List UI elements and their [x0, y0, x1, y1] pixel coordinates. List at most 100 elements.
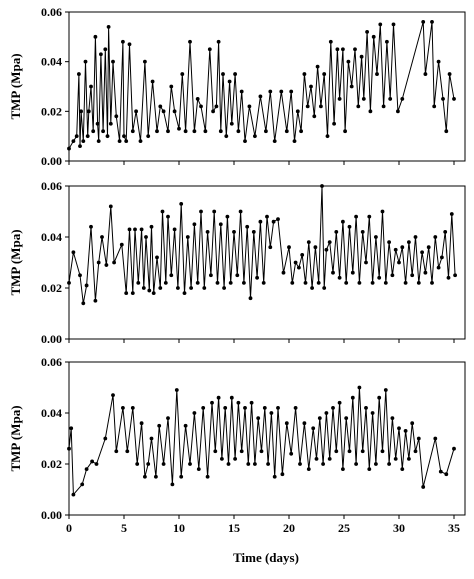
data-point: [397, 426, 401, 431]
data-point: [289, 451, 294, 456]
data-point: [393, 457, 398, 461]
data-point: [290, 281, 295, 285]
data-point: [341, 47, 345, 52]
data-point: [374, 462, 378, 466]
data-point: [127, 42, 132, 47]
data-point: [177, 126, 181, 131]
data-point: [239, 449, 244, 454]
data-point: [305, 104, 310, 109]
data-point: [216, 395, 221, 400]
data-point: [279, 89, 284, 94]
data-point: [407, 240, 411, 245]
data-point: [332, 121, 336, 126]
data-point: [253, 134, 257, 139]
data-point: [316, 281, 321, 285]
x-tick-label: 15: [228, 521, 240, 535]
data-point: [227, 79, 232, 84]
data-point: [143, 59, 147, 64]
y-tick-label: 0.04: [41, 55, 62, 69]
data-point: [360, 230, 365, 234]
data-point: [374, 235, 378, 239]
data-point: [371, 34, 376, 39]
data-point: [166, 214, 170, 219]
data-point: [199, 104, 203, 109]
x-tick-label: 25: [338, 521, 350, 535]
data-point: [381, 104, 386, 109]
data-point: [327, 240, 332, 245]
data-point: [258, 219, 263, 224]
data-point: [69, 426, 74, 431]
data-point: [104, 263, 109, 267]
data-point: [331, 406, 335, 410]
data-point: [306, 240, 311, 245]
data-point: [195, 97, 200, 101]
data-point: [143, 474, 147, 479]
data-point: [100, 235, 104, 239]
data-point: [347, 449, 352, 454]
data-point: [205, 474, 210, 479]
data-point: [357, 385, 362, 390]
data-point: [185, 235, 190, 239]
data-point: [182, 291, 187, 295]
data-point: [226, 462, 231, 466]
data-point: [407, 457, 411, 461]
data-point: [183, 129, 188, 134]
y-tick-label: 0.02: [41, 457, 62, 471]
data-point: [67, 446, 71, 451]
data-point: [452, 446, 456, 451]
data-point: [79, 109, 83, 114]
data-point: [357, 281, 362, 285]
data-point: [83, 59, 88, 64]
data-point: [166, 129, 170, 134]
x-tick-label: 35: [448, 521, 460, 535]
data-point: [293, 260, 298, 265]
data-point: [139, 227, 144, 232]
y-axis-label: TMP (Mpa): [8, 53, 23, 119]
data-point: [367, 467, 372, 471]
data-point: [211, 109, 216, 114]
data-point: [370, 411, 375, 415]
data-point: [335, 47, 340, 52]
data-point: [157, 423, 162, 428]
data-point: [85, 134, 90, 139]
data-point: [236, 400, 241, 405]
data-point: [410, 421, 415, 426]
data-point: [306, 467, 311, 471]
data-point: [303, 281, 308, 285]
data-point: [169, 273, 174, 278]
data-point: [346, 59, 351, 64]
data-point: [71, 250, 76, 255]
data-point: [302, 72, 307, 76]
data-point: [105, 134, 110, 139]
data-point: [103, 47, 108, 52]
data-point: [423, 72, 428, 76]
data-point: [124, 291, 129, 295]
data-point: [337, 400, 342, 405]
data-point: [176, 286, 180, 290]
data-point: [380, 449, 385, 454]
data-point: [436, 265, 441, 270]
data-point: [212, 209, 217, 214]
data-point: [111, 59, 115, 64]
y-axis-label: TMP (Mpa): [8, 229, 23, 295]
data-point: [287, 245, 291, 250]
data-point: [292, 139, 297, 144]
data-point: [388, 97, 393, 101]
data-point: [215, 281, 220, 285]
data-point: [423, 270, 428, 275]
data-point: [433, 436, 438, 441]
data-point: [400, 97, 405, 101]
data-point: [319, 104, 323, 109]
data-point: [383, 281, 388, 285]
data-point: [135, 462, 140, 466]
data-point: [436, 59, 441, 64]
data-point: [416, 281, 421, 285]
data-point: [147, 288, 152, 293]
data-point: [201, 406, 206, 410]
data-point: [293, 406, 298, 410]
data-point: [108, 204, 113, 209]
y-tick-label: 0.00: [41, 508, 62, 522]
data-point: [289, 89, 294, 94]
data-point: [313, 245, 318, 250]
data-point: [232, 230, 236, 234]
